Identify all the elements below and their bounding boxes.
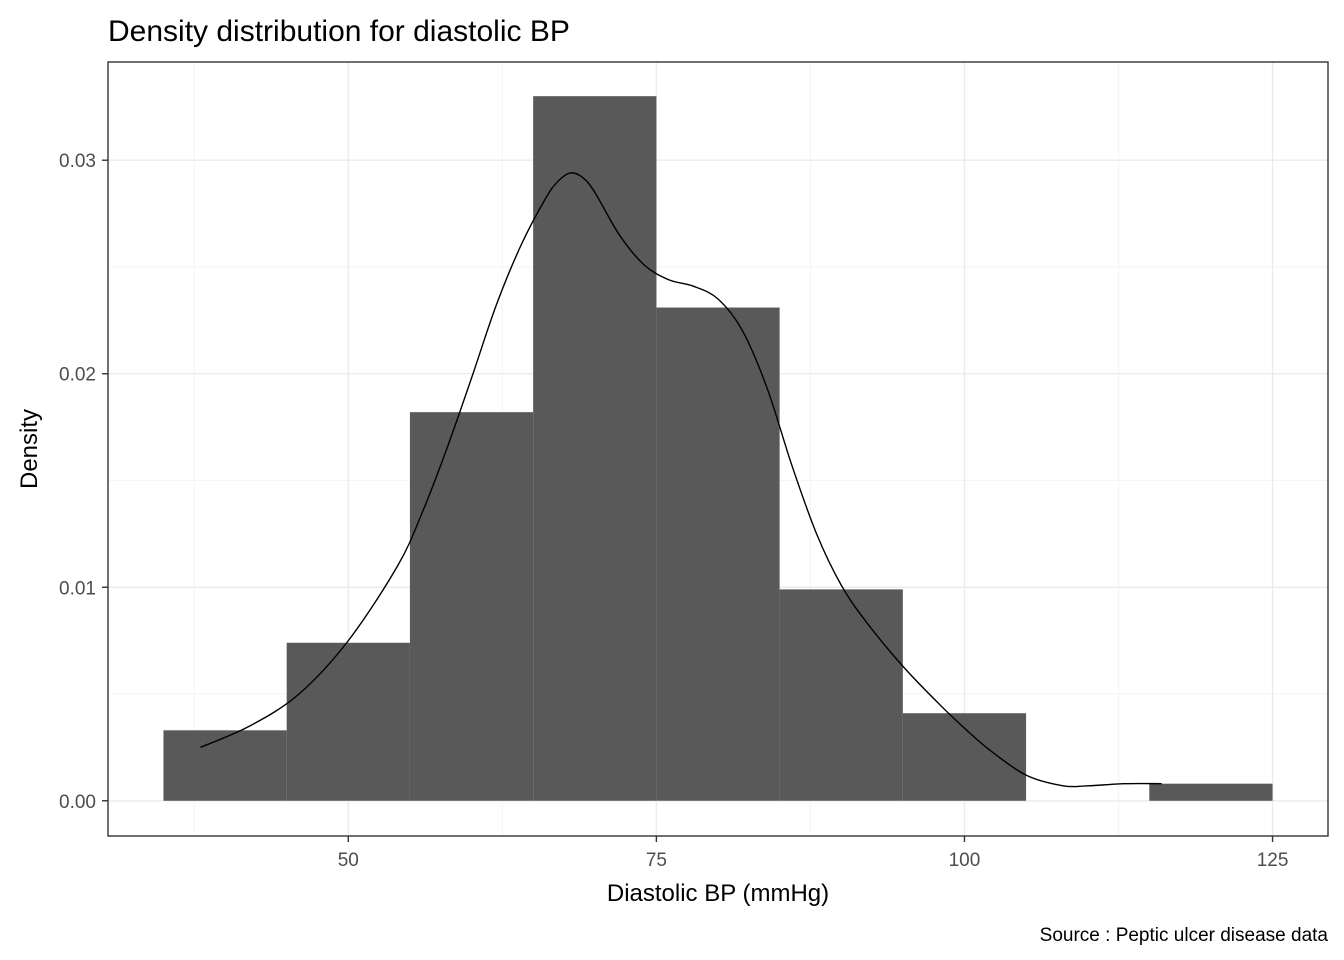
y-tick-label: 0.01 — [59, 578, 96, 599]
source-caption: Source : Peptic ulcer disease data — [1040, 925, 1329, 946]
histogram-bar-1 — [286, 642, 410, 801]
histogram-bar-2 — [409, 412, 534, 801]
y-axis: 0.00 0.01 0.02 0.03 — [59, 151, 108, 813]
y-tick-label: 0.02 — [59, 365, 96, 386]
x-tick-label: 125 — [1257, 850, 1289, 871]
x-axis-title: Diastolic BP (mmHg) — [607, 880, 829, 907]
histogram-bar-6 — [902, 713, 1027, 801]
histogram-bar-5 — [779, 589, 903, 801]
density-curve-layer — [200, 172, 1162, 788]
x-tick-label: 75 — [646, 850, 667, 871]
histogram-bar-3 — [533, 96, 657, 801]
chart-title: Density distribution for diastolic BP — [108, 15, 570, 48]
y-tick-label: 0.03 — [59, 151, 96, 172]
y-axis-title: Density — [16, 409, 43, 489]
x-tick-label: 50 — [338, 850, 359, 871]
histogram-bar-8 — [1149, 783, 1273, 801]
panel-border — [107, 61, 1329, 837]
histogram-bar-4 — [656, 307, 780, 801]
histogram-bars — [163, 96, 1273, 801]
density-curve — [200, 172, 1162, 788]
y-tick-label: 0.00 — [59, 792, 96, 813]
x-tick-label: 100 — [949, 850, 981, 871]
x-axis: 50 75 100 125 — [338, 836, 1289, 871]
histogram-bar-0 — [163, 730, 287, 801]
